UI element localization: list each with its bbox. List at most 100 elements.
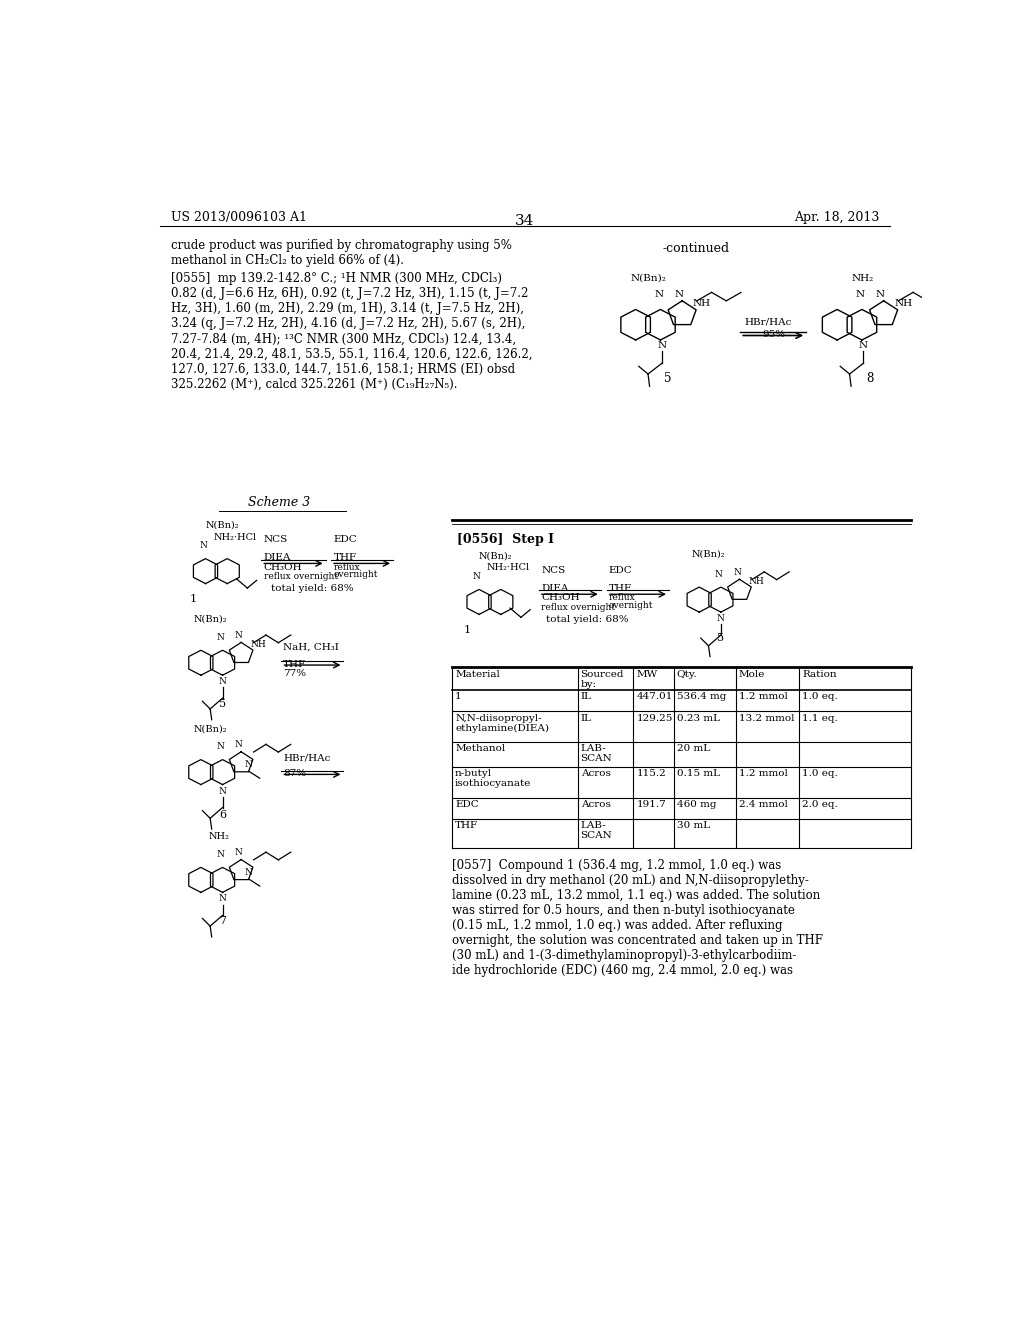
Text: N: N xyxy=(234,741,243,750)
Text: N: N xyxy=(654,290,664,300)
Text: reflux: reflux xyxy=(608,594,635,602)
Text: total yield: 68%: total yield: 68% xyxy=(547,615,629,624)
Text: N: N xyxy=(218,787,226,796)
Text: by:: by: xyxy=(581,680,597,689)
Text: 0.15 mL: 0.15 mL xyxy=(677,770,720,777)
Text: 6: 6 xyxy=(219,810,226,820)
Text: crude product was purified by chromatography using 5%
methanol in CH₂Cl₂ to yiel: crude product was purified by chromatogr… xyxy=(171,239,512,267)
Text: NH₂: NH₂ xyxy=(209,832,229,841)
Text: NCS: NCS xyxy=(263,535,288,544)
Text: EDC: EDC xyxy=(608,566,632,574)
Text: NH₂: NH₂ xyxy=(851,275,873,282)
Text: [0557]  Compound 1 (536.4 mg, 1.2 mmol, 1.0 eq.) was
dissolved in dry methanol (: [0557] Compound 1 (536.4 mg, 1.2 mmol, 1… xyxy=(452,859,823,977)
Text: total yield: 68%: total yield: 68% xyxy=(271,585,354,593)
Text: N(Bn)₂: N(Bn)₂ xyxy=(194,725,226,734)
Text: Qty.: Qty. xyxy=(677,669,697,678)
Text: 87%: 87% xyxy=(283,770,306,777)
Text: Ration: Ration xyxy=(802,669,837,678)
Text: EDC: EDC xyxy=(334,535,357,544)
Text: 13.2 mmol: 13.2 mmol xyxy=(738,714,795,722)
Text: N(Bn)₂: N(Bn)₂ xyxy=(479,552,513,561)
Text: 1: 1 xyxy=(464,624,471,635)
Text: N: N xyxy=(216,742,224,751)
Text: n-butyl: n-butyl xyxy=(455,770,493,777)
Text: 191.7: 191.7 xyxy=(636,800,667,809)
Text: 2.0 eq.: 2.0 eq. xyxy=(802,800,838,809)
Text: Scheme 3: Scheme 3 xyxy=(248,496,310,510)
Text: EDC: EDC xyxy=(455,800,479,809)
Text: Acros: Acros xyxy=(581,770,610,777)
Text: 34: 34 xyxy=(515,214,535,228)
Text: 77%: 77% xyxy=(283,669,306,678)
Text: 20 mL: 20 mL xyxy=(677,744,710,754)
Text: THF: THF xyxy=(334,553,356,562)
Text: N: N xyxy=(245,869,253,878)
Text: N: N xyxy=(234,631,243,640)
Text: 95%: 95% xyxy=(762,330,785,339)
Text: 0.23 mL: 0.23 mL xyxy=(677,714,720,722)
Text: 460 mg: 460 mg xyxy=(677,800,716,809)
Text: reflux: reflux xyxy=(334,562,360,572)
Text: 129.25: 129.25 xyxy=(636,714,673,722)
Text: THF: THF xyxy=(455,821,478,830)
Text: 1.0 eq.: 1.0 eq. xyxy=(802,692,838,701)
Text: [0555]  mp 139.2-142.8° C.; ¹H NMR (300 MHz, CDCl₃)
0.82 (d, J=6.6 Hz, 6H), 0.92: [0555] mp 139.2-142.8° C.; ¹H NMR (300 M… xyxy=(171,272,532,391)
Text: SCAN: SCAN xyxy=(581,755,612,763)
Text: LAB-: LAB- xyxy=(581,821,606,830)
Text: Apr. 18, 2013: Apr. 18, 2013 xyxy=(795,211,880,224)
Text: Acros: Acros xyxy=(581,800,610,809)
Text: N(Bn)₂: N(Bn)₂ xyxy=(630,275,666,282)
Text: NH: NH xyxy=(749,577,765,586)
Text: 536.4 mg: 536.4 mg xyxy=(677,692,726,701)
Text: 1: 1 xyxy=(455,692,462,701)
Text: NH₂·HCl: NH₂·HCl xyxy=(213,533,256,543)
Text: N: N xyxy=(675,290,684,300)
Text: HBr/HAc: HBr/HAc xyxy=(744,318,792,327)
Text: -continued: -continued xyxy=(663,242,730,255)
Text: 1.1 eq.: 1.1 eq. xyxy=(802,714,838,722)
Text: 8: 8 xyxy=(866,372,873,384)
Text: N(Bn)₂: N(Bn)₂ xyxy=(206,521,239,531)
Text: 5: 5 xyxy=(219,698,226,709)
Text: Mole: Mole xyxy=(738,669,765,678)
Text: 5: 5 xyxy=(718,634,724,643)
Text: THF: THF xyxy=(608,585,632,593)
Text: N(Bn)₂: N(Bn)₂ xyxy=(691,549,725,558)
Text: N: N xyxy=(859,341,868,350)
Text: 5: 5 xyxy=(665,372,672,384)
Text: N: N xyxy=(200,541,207,550)
Text: 447.01: 447.01 xyxy=(636,692,673,701)
Text: Material: Material xyxy=(455,669,500,678)
Text: N: N xyxy=(218,895,226,903)
Text: NaH, CH₃I: NaH, CH₃I xyxy=(283,643,339,652)
Text: reflux overnight: reflux overnight xyxy=(541,603,615,611)
Text: overnight: overnight xyxy=(334,570,378,579)
Text: 1: 1 xyxy=(190,594,198,605)
Text: CH₃OH: CH₃OH xyxy=(263,562,302,572)
Text: 1.2 mmol: 1.2 mmol xyxy=(738,692,787,701)
Text: DIEA: DIEA xyxy=(541,585,568,593)
Text: N: N xyxy=(715,569,723,578)
Text: NH: NH xyxy=(251,640,266,649)
Text: Methanol: Methanol xyxy=(455,744,505,754)
Text: N: N xyxy=(657,341,667,350)
Text: Sourced: Sourced xyxy=(581,669,624,678)
Text: N(Bn)₂: N(Bn)₂ xyxy=(194,615,226,624)
Text: isothiocyanate: isothiocyanate xyxy=(455,779,531,788)
Text: reflux overnight: reflux overnight xyxy=(263,572,338,581)
Text: NH₂·HCl: NH₂·HCl xyxy=(486,564,530,573)
Text: N,N-diisopropyl-: N,N-diisopropyl- xyxy=(455,714,542,722)
Text: CH₃OH: CH₃OH xyxy=(541,594,580,602)
Text: 1.2 mmol: 1.2 mmol xyxy=(738,770,787,777)
Text: NCS: NCS xyxy=(541,566,565,574)
Text: N: N xyxy=(473,572,480,581)
Text: NH: NH xyxy=(693,300,711,309)
Text: N: N xyxy=(717,614,725,623)
Text: [0556]  Step I: [0556] Step I xyxy=(458,533,554,545)
Text: SCAN: SCAN xyxy=(581,832,612,841)
Text: MW: MW xyxy=(636,669,657,678)
Text: N: N xyxy=(216,850,224,859)
Text: N: N xyxy=(856,290,865,300)
Text: LAB-: LAB- xyxy=(581,744,606,754)
Text: 1.0 eq.: 1.0 eq. xyxy=(802,770,838,777)
